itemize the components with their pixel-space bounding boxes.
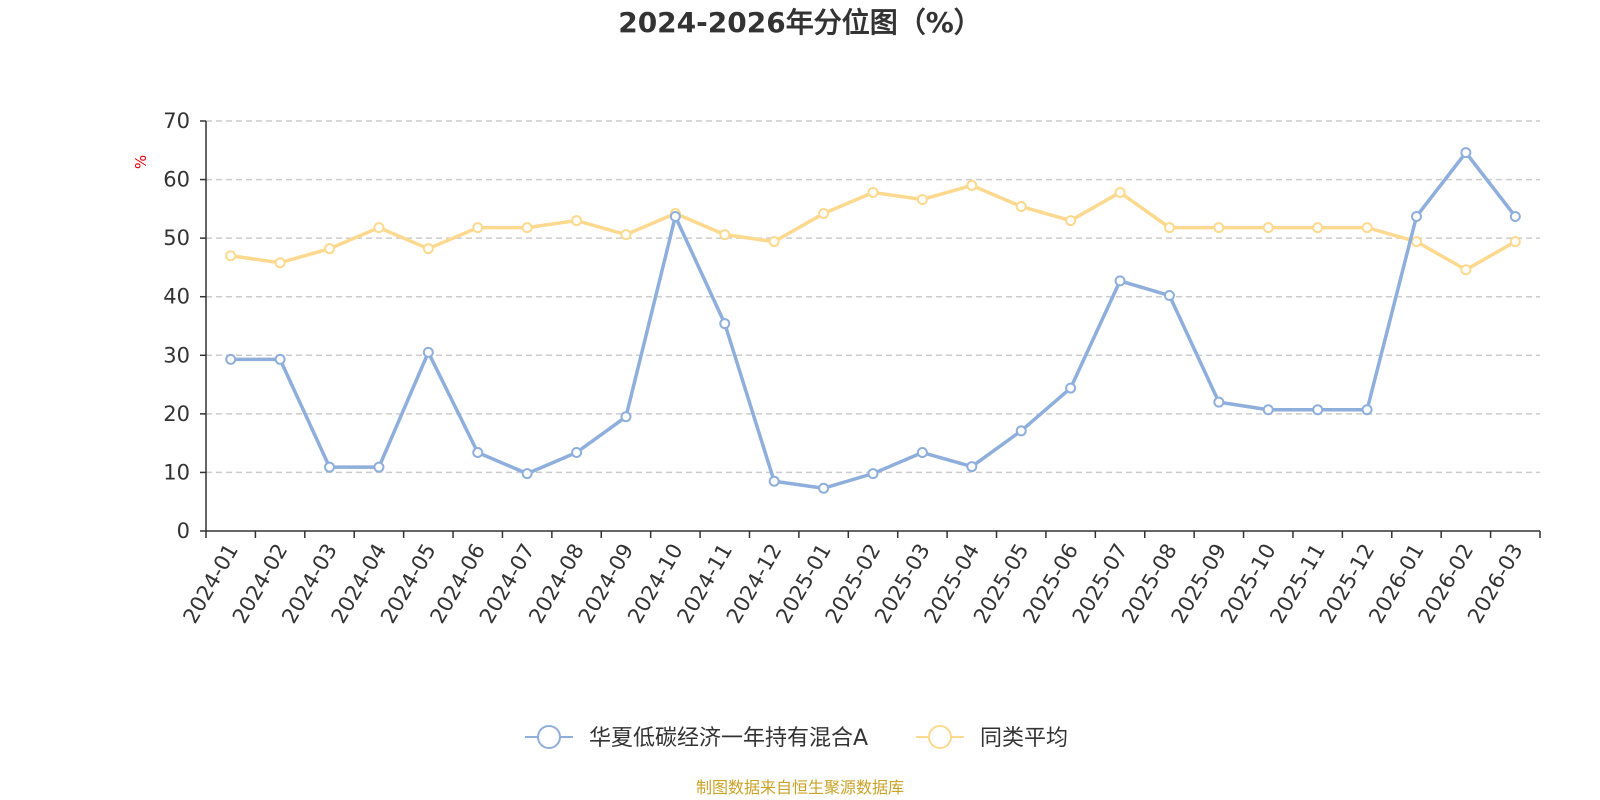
data-point[interactable] (966, 461, 978, 473)
data-point[interactable] (768, 475, 780, 487)
y-tick-label: 30 (163, 343, 190, 367)
data-point[interactable] (324, 243, 336, 255)
chart-title: 2024-2026年分位图（%） (618, 6, 982, 39)
data-point[interactable] (1213, 396, 1225, 408)
data-point[interactable] (1312, 404, 1324, 416)
data-point[interactable] (1361, 222, 1373, 234)
data-point[interactable] (1015, 425, 1027, 437)
data-point[interactable] (1163, 222, 1175, 234)
legend-label: 同类平均 (980, 726, 1068, 751)
legend-item-1[interactable]: 同类平均 (916, 725, 1068, 751)
y-tick-label: 20 (163, 402, 190, 426)
legend-item-0[interactable]: 华夏低碳经济一年持有混合A (525, 725, 868, 751)
data-point[interactable] (521, 222, 533, 234)
data-point[interactable] (916, 447, 928, 459)
data-point[interactable] (1509, 236, 1521, 248)
data-point[interactable] (1460, 264, 1472, 276)
data-point[interactable] (1114, 275, 1126, 287)
data-point[interactable] (966, 179, 978, 191)
grid-lines (206, 120, 1540, 474)
series-line (230, 150, 1517, 490)
data-point[interactable] (719, 318, 731, 330)
y-tick-label: 10 (163, 460, 190, 484)
data-point[interactable] (274, 257, 286, 269)
data-point[interactable] (571, 215, 583, 227)
data-point[interactable] (1262, 404, 1274, 416)
data-point[interactable] (373, 461, 385, 473)
legend[interactable]: 华夏低碳经济一年持有混合A 同类平均 (525, 725, 1068, 751)
legend-label: 华夏低碳经济一年持有混合A (589, 726, 868, 751)
data-point[interactable] (768, 236, 780, 248)
data-point[interactable] (916, 193, 928, 205)
legend-marker-icon (928, 725, 952, 749)
data-point[interactable] (422, 346, 434, 358)
data-point[interactable] (1312, 222, 1324, 234)
data-point[interactable] (1065, 215, 1077, 227)
data-point[interactable] (1163, 290, 1175, 302)
data-point[interactable] (818, 208, 830, 220)
axes: 0102030405060702024-012024-022024-032024… (163, 109, 1541, 627)
source-note: 制图数据来自恒生聚源数据库 (696, 778, 904, 797)
data-point[interactable] (818, 482, 830, 494)
y-tick-label: 50 (163, 226, 190, 250)
data-point[interactable] (867, 468, 879, 480)
series-layer (225, 147, 1521, 494)
data-point[interactable] (521, 468, 533, 480)
data-point[interactable] (1361, 404, 1373, 416)
series-1 (225, 179, 1521, 276)
data-point[interactable] (1213, 222, 1225, 234)
data-point[interactable] (620, 411, 632, 423)
data-point[interactable] (324, 461, 336, 473)
data-point[interactable] (1460, 147, 1472, 159)
data-point[interactable] (1509, 210, 1521, 222)
y-axis-unit: % (132, 155, 150, 169)
data-point[interactable] (1015, 201, 1027, 213)
data-point[interactable] (1410, 236, 1422, 248)
data-point[interactable] (1065, 382, 1077, 394)
y-tick-label: 40 (163, 285, 190, 309)
data-point[interactable] (1114, 186, 1126, 198)
data-point[interactable] (620, 229, 632, 241)
data-point[interactable] (274, 353, 286, 365)
data-point[interactable] (571, 447, 583, 459)
data-point[interactable] (867, 186, 879, 198)
data-point[interactable] (225, 250, 237, 262)
data-point[interactable] (1262, 222, 1274, 234)
data-point[interactable] (373, 222, 385, 234)
data-point[interactable] (472, 447, 484, 459)
y-tick-label: 70 (163, 109, 190, 133)
data-point[interactable] (669, 210, 681, 222)
data-point[interactable] (719, 229, 731, 241)
data-point[interactable] (422, 243, 434, 255)
data-point[interactable] (472, 222, 484, 234)
data-point[interactable] (1410, 210, 1422, 222)
series-0 (225, 147, 1521, 494)
y-tick-label: 60 (163, 168, 190, 192)
y-tick-label: 0 (177, 519, 190, 543)
data-point[interactable] (225, 353, 237, 365)
legend-marker-icon (537, 725, 561, 749)
